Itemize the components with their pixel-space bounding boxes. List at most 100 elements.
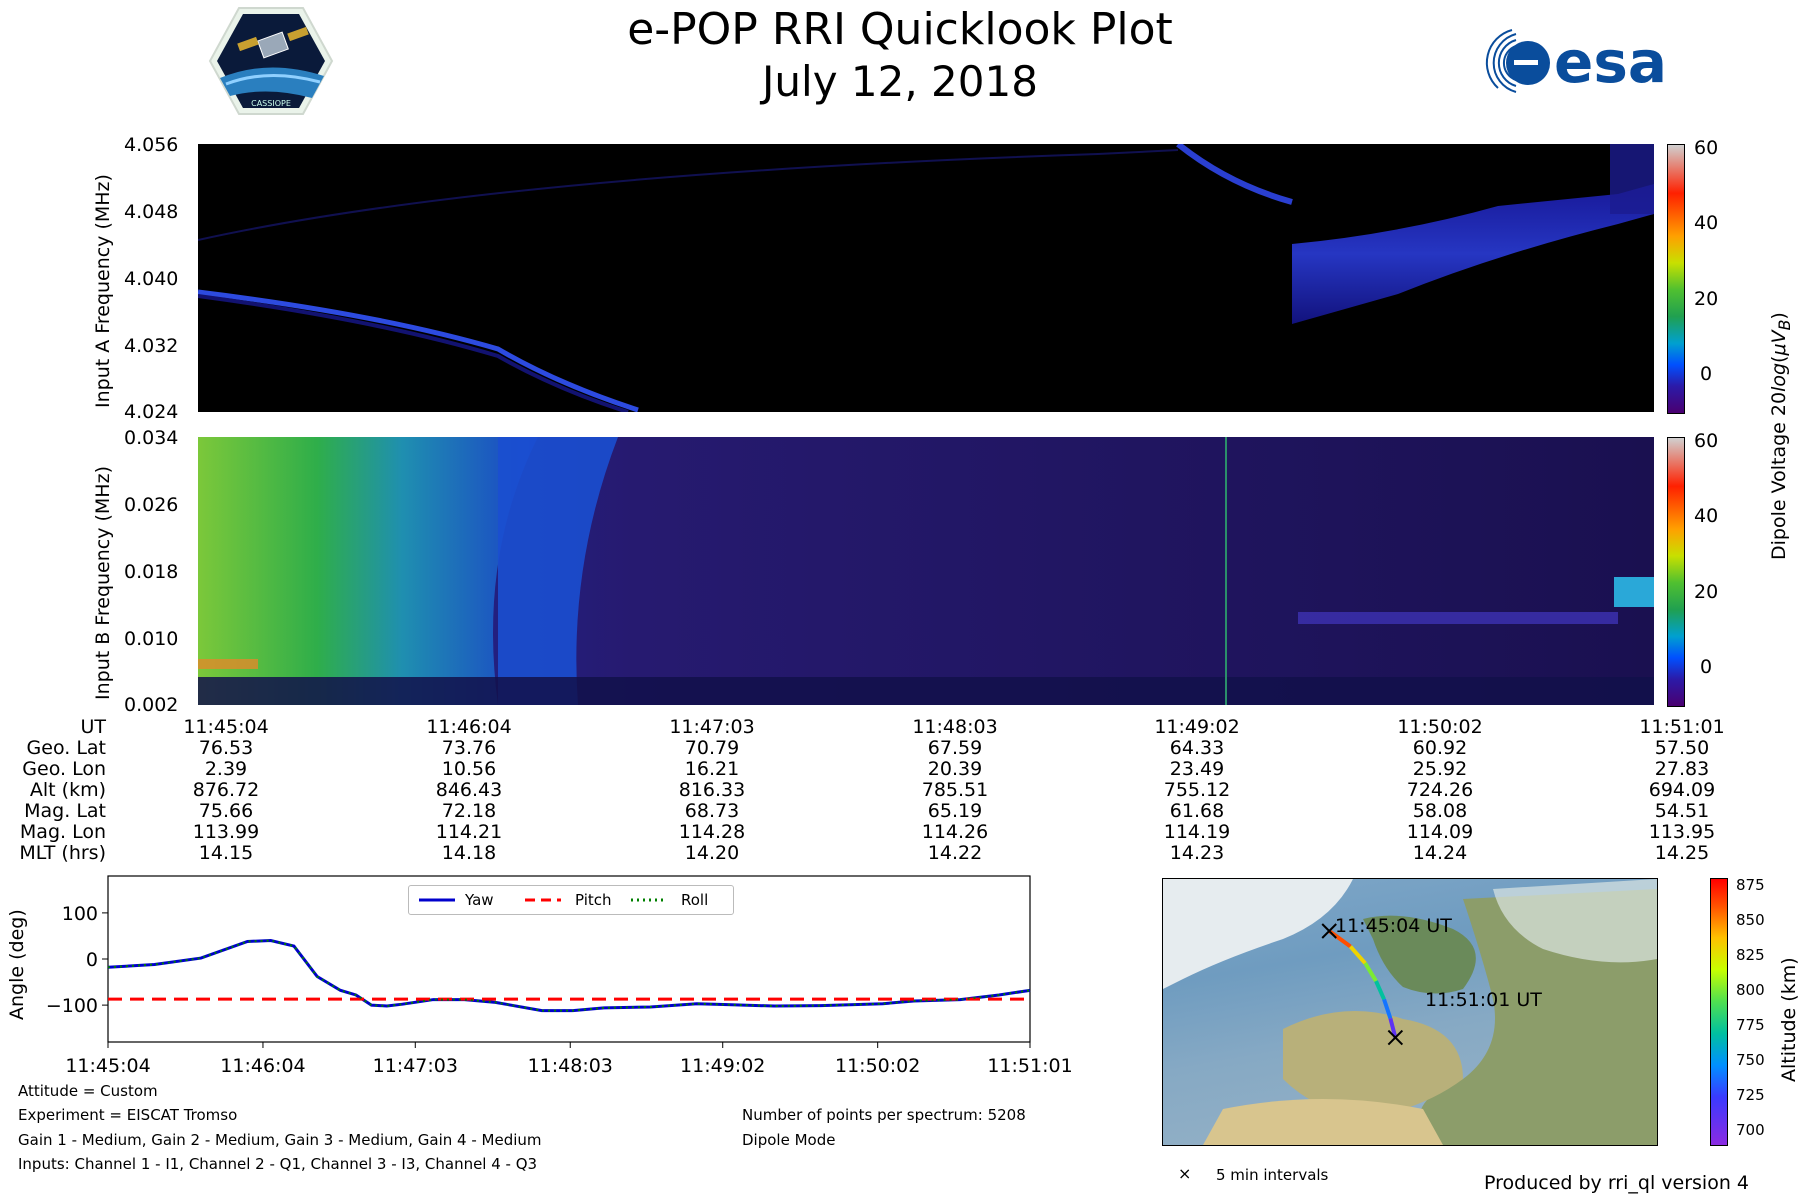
orbit-cell: 11:46:04: [426, 716, 512, 738]
orbit-cell: 11:48:03: [912, 716, 998, 738]
attitude-legend: Yaw Pitch Roll: [408, 885, 734, 915]
track-segment: [1382, 998, 1393, 1020]
track-segment: [1388, 1017, 1398, 1039]
track-end-marker: [1387, 1029, 1404, 1046]
orbit-cell: 10.56: [441, 758, 497, 780]
input-b-ylabel: Input B Frequency (MHz): [92, 466, 114, 700]
orbit-cell: 61.68: [1169, 800, 1225, 822]
attitude-plot: 100 0 −100 11:45:04 11:46:04 11:47:03 11:48:03…: [46, 875, 1073, 1077]
altitude-colorbar-label: Altitude (km): [1778, 957, 1800, 1082]
input-b-ytick-4: 0.010: [124, 628, 179, 650]
orbit-cell: 113.99: [192, 821, 260, 843]
attitude-xtick-label: 11:49:02: [680, 1055, 765, 1077]
input-b-ytick-2: 0.026: [124, 494, 179, 516]
orbit-cell: 60.92: [1412, 737, 1468, 759]
ground-track: [1321, 923, 1404, 1046]
orbit-cell: 11:47:03: [669, 716, 755, 738]
cassiope-logo: CASSIOPE: [208, 6, 334, 116]
orbit-cell: 114.21: [435, 821, 503, 843]
orbit-cell: 11:45:04: [183, 716, 269, 738]
orbit-cell: 113.95: [1648, 821, 1716, 843]
orbit-label-mlt: MLT (hrs): [19, 842, 106, 864]
colorbar-b: [1667, 437, 1685, 707]
orbit-label-mag-lon: Mag. Lon: [19, 821, 106, 843]
orbit-cell: 11:51:01: [1639, 716, 1725, 738]
orbit-cell: 11:49:02: [1154, 716, 1240, 738]
attitude-ytick-label: 100: [62, 903, 98, 925]
orbit-cell: 785.51: [921, 779, 989, 801]
altitude-colorbar-tick: 850: [1736, 911, 1765, 929]
altitude-colorbar-tick: 775: [1736, 1016, 1765, 1034]
track-segment: [1348, 945, 1367, 965]
colorbar-b-tick-20: 20: [1694, 581, 1719, 603]
legend-pitch: Pitch: [575, 891, 612, 909]
orbit-cell: 14.22: [927, 842, 983, 864]
altitude-colorbar-tick: 725: [1736, 1086, 1765, 1104]
input-a-band: [1292, 184, 1654, 324]
input-a-ytick-2: 4.048: [124, 201, 179, 223]
track-start-marker: [1321, 923, 1337, 939]
orbit-cell: 755.12: [1163, 779, 1231, 801]
attitude-xtick-label: 11:50:02: [835, 1055, 920, 1077]
altitude-colorbar-tick: 825: [1736, 946, 1765, 964]
orbit-cell: 2.39: [204, 758, 248, 780]
legend-yaw: Yaw: [465, 891, 494, 909]
attitude-xtick-label: 11:48:03: [528, 1055, 613, 1077]
map-russia-snow: [1493, 879, 1657, 963]
altitude-colorbar-tick: 700: [1736, 1121, 1765, 1139]
input-a-descending-trace: [198, 289, 639, 412]
orbit-cell: 58.08: [1412, 800, 1468, 822]
colorbar-label-log: log: [1768, 362, 1790, 392]
map-greenland: [1163, 879, 1353, 989]
map-north-africa: [1203, 1099, 1443, 1145]
esa-logo-text: esa: [1554, 28, 1667, 96]
orbit-cell: 876.72: [192, 779, 260, 801]
spectrogram-input-b: [198, 437, 1654, 705]
orbit-cell: 816.33: [678, 779, 746, 801]
footer-produced-by: Produced by rri_ql version 4: [1484, 1172, 1749, 1194]
spectrogram-input-a: [198, 144, 1654, 412]
map-scandinavia: [1363, 915, 1476, 994]
esa-logo: esa: [1476, 26, 1696, 98]
orbit-label-alt: Alt (km): [29, 779, 106, 801]
track-segment: [1374, 980, 1386, 1001]
orbit-cell: 57.50: [1654, 737, 1710, 759]
colorbar-label-paren-close: ): [1768, 312, 1790, 320]
map-europe: [1283, 1011, 1463, 1119]
orbit-cell: 11:50:02: [1397, 716, 1483, 738]
footer-points: Number of points per spectrum: 5208: [742, 1106, 1026, 1124]
orbit-cell: 54.51: [1654, 800, 1710, 822]
colorbar-label: Dipole Voltage 20log(μVB): [1768, 312, 1794, 560]
orbit-cell: 14.18: [441, 842, 497, 864]
colorbar-b-tick-0: 0: [1700, 656, 1713, 678]
orbit-cell: 16.21: [684, 758, 740, 780]
colorbar-a-tick-60: 60: [1694, 137, 1719, 159]
interval-legend: 5 min intervals: [1216, 1166, 1329, 1184]
altitude-colorbar-tick: 800: [1736, 981, 1765, 999]
colorbar-label-paren-open: (: [1768, 355, 1790, 363]
orbit-cell: 25.92: [1412, 758, 1468, 780]
input-b-ytick-5: 0.002: [124, 694, 179, 716]
input-b-blue-region: [498, 437, 618, 705]
legend-roll: Roll: [681, 891, 709, 909]
orbit-label-geo-lon: Geo. Lon: [22, 758, 106, 780]
orbit-cell: 27.83: [1654, 758, 1710, 780]
cassiope-logo-text: CASSIOPE: [251, 99, 291, 108]
colorbar-a-tick-40: 40: [1694, 212, 1719, 234]
orbit-cell: 75.66: [198, 800, 254, 822]
attitude-xtick-label: 11:45:04: [65, 1055, 150, 1077]
input-b-right-band: [1614, 577, 1654, 607]
orbit-label-ut: UT: [80, 716, 106, 738]
attitude-xtick-label: 11:51:01: [987, 1055, 1072, 1077]
colorbar-label-mu: μV: [1768, 330, 1790, 356]
track-end-label: 11:51:01 UT: [1425, 989, 1542, 1011]
orbit-label-mag-lat: Mag. Lat: [24, 800, 106, 822]
orbit-cell: 846.43: [435, 779, 503, 801]
colorbar-label-main: Dipole Voltage 20: [1768, 391, 1790, 560]
orbit-cell: 67.59: [927, 737, 983, 759]
orbit-cell: 73.76: [441, 737, 497, 759]
footer-inputs: Inputs: Channel 1 - I1, Channel 2 - Q1, …: [18, 1155, 538, 1173]
interval-marker-icon: ×: [1178, 1164, 1192, 1183]
track-segment: [1363, 962, 1378, 983]
orbit-cell: 694.09: [1648, 779, 1716, 801]
